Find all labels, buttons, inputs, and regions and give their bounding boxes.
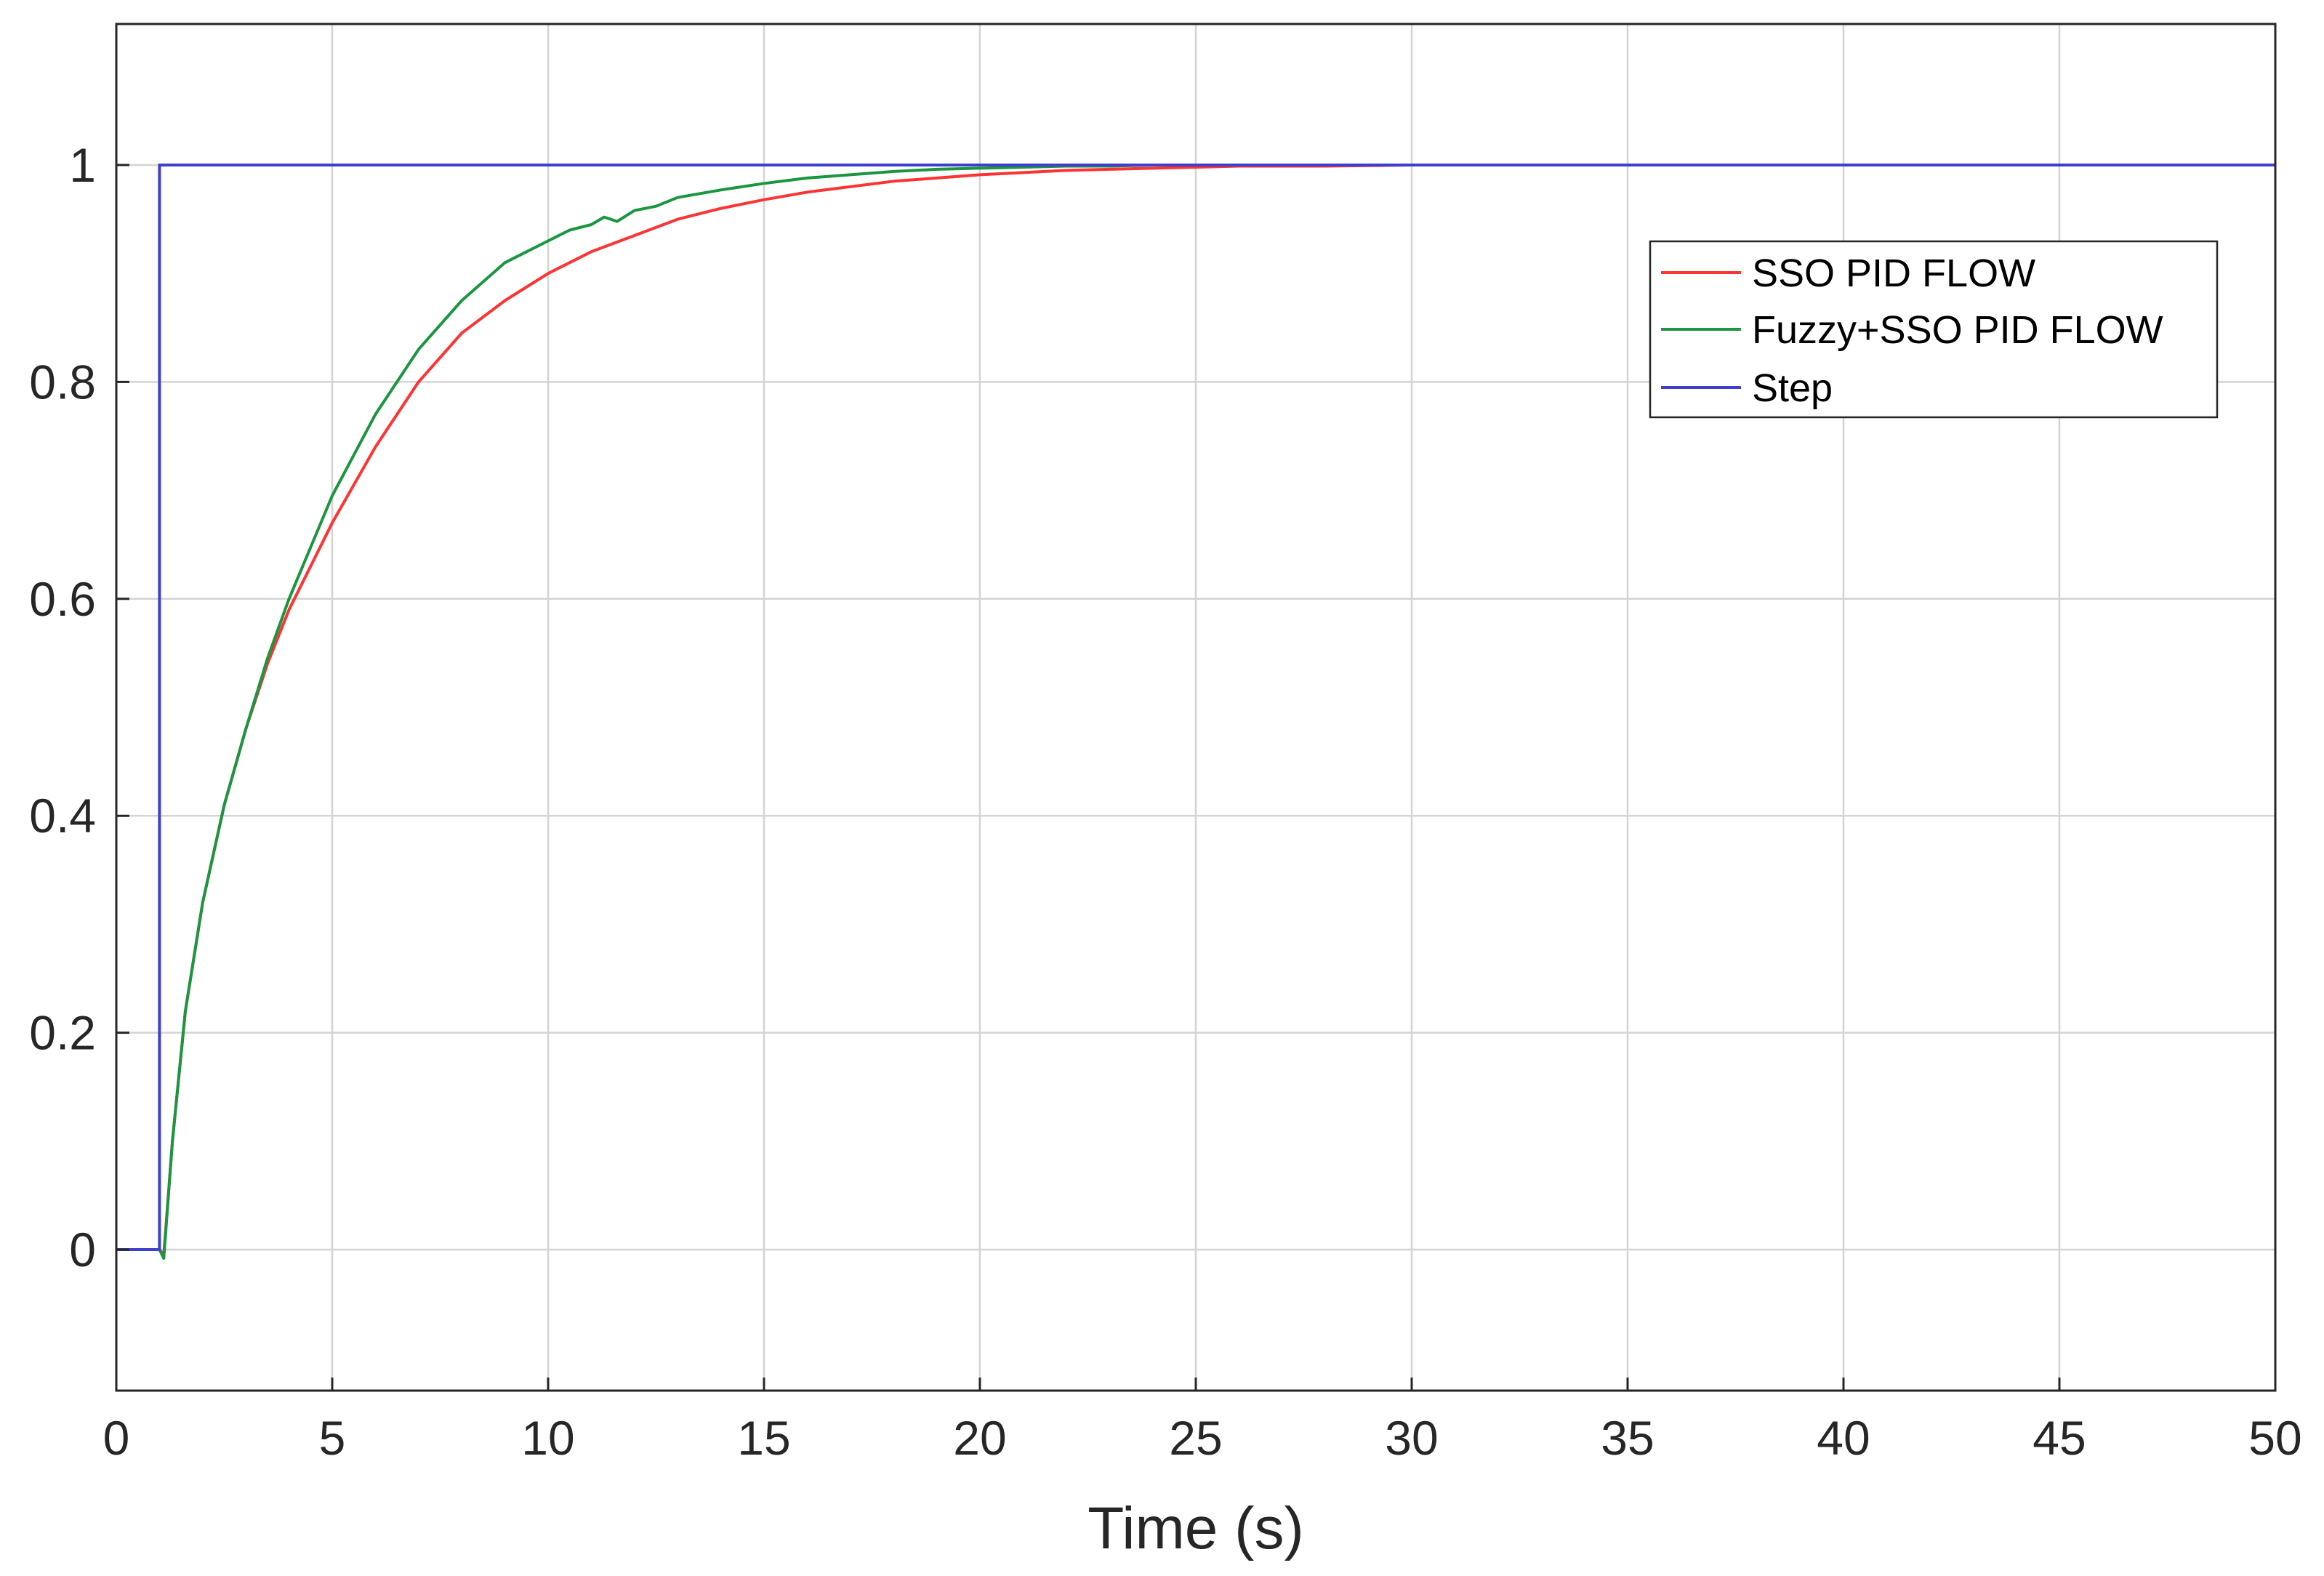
legend-box [1649,240,2219,419]
y-tick-label: 0.4 [29,789,96,843]
x-axis-title: Time (s) [1087,1495,1304,1561]
x-tick-label: 40 [1817,1411,1870,1465]
x-tick-label: 15 [737,1411,790,1465]
legend-label-step: Step [1752,366,1833,410]
x-tick-label: 45 [2033,1411,2086,1465]
y-tick-labels: 0 0.2 0.4 0.6 0.8 1 [29,138,129,1277]
legend: SSO PID FLOW Fuzzy+SSO PID FLOW Step [1649,240,2219,419]
x-tick-label: 30 [1385,1411,1438,1465]
y-tick-label: 0 [69,1223,96,1277]
x-tick-label: 5 [319,1411,346,1465]
legend-label-sso-pid-flow: SSO PID FLOW [1752,252,2035,295]
x-tick-label: 10 [521,1411,574,1465]
y-tick-label: 0.6 [29,572,96,626]
x-tick-label: 50 [2248,1411,2301,1465]
series-layer [116,164,2275,1260]
x-tick-label: 25 [1169,1411,1222,1465]
x-tick-label: 35 [1601,1411,1654,1465]
series-line-step [116,164,2275,1251]
x-tick-label: 20 [953,1411,1006,1465]
y-tick-label: 0.8 [29,355,96,409]
y-tick-label: 0.2 [29,1006,96,1060]
x-tick-label: 0 [103,1411,130,1465]
legend-label-fuzzy-sso-pid-flow: Fuzzy+SSO PID FLOW [1752,308,2163,352]
x-tick-labels: 0 5 10 15 20 25 30 35 40 45 50 [103,1378,2302,1465]
y-tick-label: 1 [69,138,96,192]
